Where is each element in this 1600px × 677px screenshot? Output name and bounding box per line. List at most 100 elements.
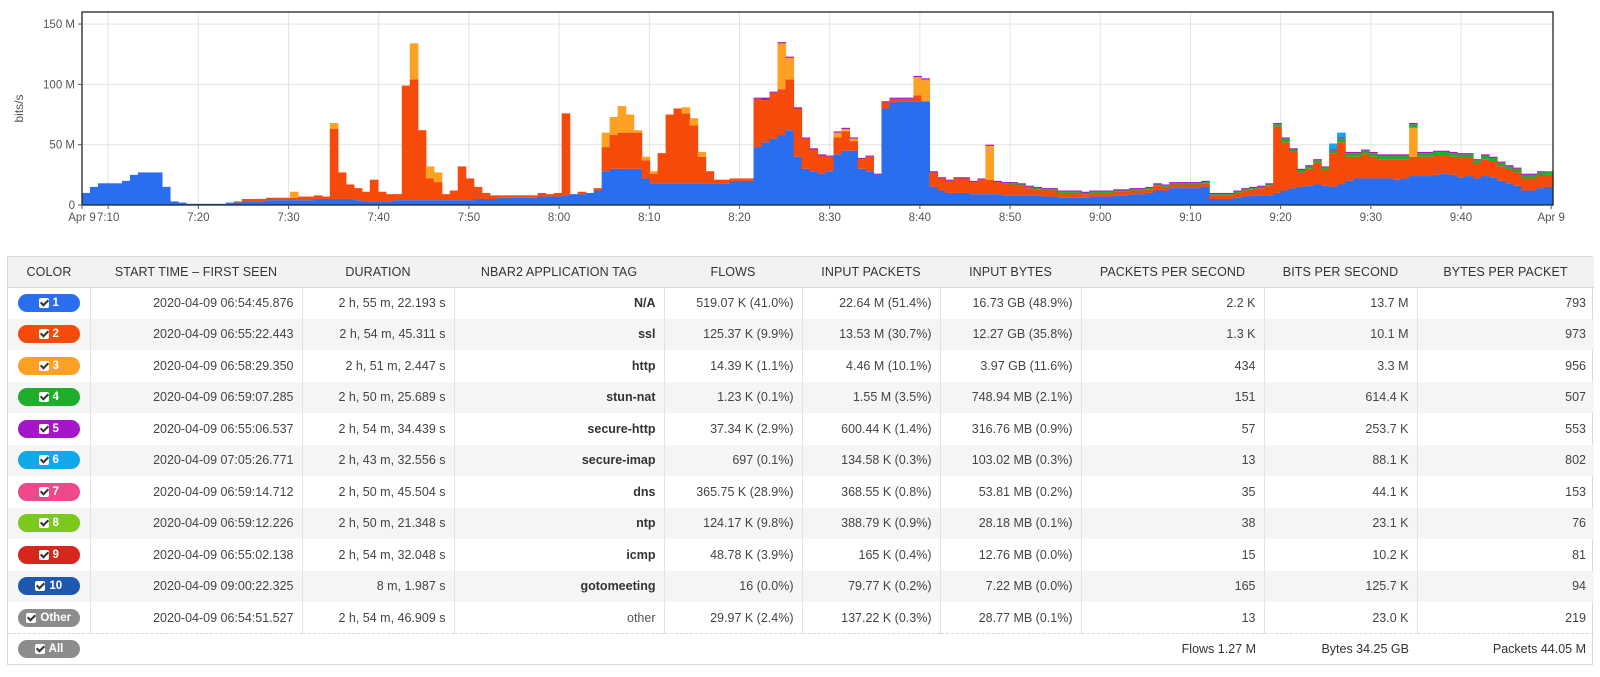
bar-segment-series-1 (1457, 177, 1466, 205)
bar-segment-series-5 (1217, 192, 1226, 195)
bar-segment-series-1 (321, 198, 331, 205)
series-toggle[interactable]: 9 (17, 545, 80, 564)
bar-segment-series-1 (857, 168, 867, 205)
bar-segment-series-1 (777, 135, 787, 205)
bar-segment-series-1 (297, 200, 307, 205)
application-tag-cell[interactable]: dns (454, 476, 665, 508)
bar-segment-series-4 (1353, 153, 1362, 157)
bar-segment-series-2 (761, 100, 771, 143)
col-header-input-bytes[interactable]: INPUT BYTES (940, 257, 1081, 288)
bar-segment-series-4 (1337, 138, 1346, 143)
bar-segment-series-2 (833, 137, 843, 155)
bar-segment-series-1 (865, 171, 875, 205)
bar-segment-series-2 (473, 186, 483, 199)
all-series-toggle[interactable]: All (18, 639, 80, 658)
series-toggle[interactable]: 7 (17, 482, 80, 501)
bar-segment-series-2 (1305, 168, 1314, 186)
series-toggle[interactable]: 8 (17, 514, 80, 533)
application-tag-cell[interactable]: secure-imap (454, 444, 665, 476)
table-row: 2 2020-04-09 06:55:22.443 2 h, 54 m, 45.31… (8, 318, 1594, 350)
bar-segment-series-2 (545, 194, 555, 197)
application-tag-cell[interactable]: ntp (454, 507, 665, 539)
x-tick-label: 9:30 (1360, 212, 1382, 224)
bar-segment-series-4 (1401, 155, 1410, 160)
bar-segment-series-1 (689, 183, 699, 205)
color-cell: 9 (8, 539, 91, 571)
col-header-color[interactable]: COLOR (8, 257, 90, 288)
col-header-packets-per-second[interactable]: PACKETS PER SECOND (1081, 257, 1264, 288)
bar-segment-series-2 (1329, 153, 1338, 187)
series-toggle[interactable]: 2 (17, 325, 80, 344)
bar-segment-series-1 (1185, 188, 1194, 205)
bar-segment-series-5 (1233, 190, 1242, 192)
bar-segment-series-2 (281, 197, 291, 201)
bar-segment-series-1 (969, 194, 978, 205)
bar-segment-series-1 (873, 174, 883, 205)
bar-segment-series-2 (721, 179, 731, 184)
input-packets-cell: 79.77 K (0.2%) (802, 570, 941, 602)
series-toggle[interactable]: 3 (17, 356, 80, 375)
packets-per-second-cell: 1.3 K (1081, 318, 1265, 350)
bar-segment-series-5 (793, 107, 803, 109)
bar-segment-series-3 (433, 172, 443, 183)
series-toggle[interactable]: Other (17, 608, 80, 627)
bar-segment-series-5 (1073, 190, 1082, 192)
bar-segment-series-1 (249, 201, 259, 205)
bits-per-second-cell: 44.1 K (1264, 476, 1418, 508)
bar-segment-series-5 (1113, 189, 1122, 191)
bar-segment-series-5 (1361, 149, 1370, 151)
bar-segment-series-3 (617, 106, 627, 133)
col-header-input-packets[interactable]: INPUT PACKETS (802, 257, 940, 288)
bytes-per-packet-cell: 553 (1565, 421, 1586, 436)
bar-segment-series-5 (769, 91, 779, 93)
application-tag-cell[interactable]: N/A (454, 287, 665, 319)
application-tag-cell[interactable]: stun-nat (454, 381, 665, 413)
col-header-duration[interactable]: DURATION (302, 257, 454, 288)
bar-segment-series-3 (833, 132, 843, 138)
series-toggle-label: Other (40, 611, 72, 624)
col-header-application-tag[interactable]: NBAR2 APPLICATION TAG (454, 257, 664, 288)
color-cell: 4 (8, 381, 91, 413)
y-axis-label: bits/s (12, 94, 26, 122)
bar-segment-series-5 (1177, 182, 1186, 184)
bar-segment-series-2 (273, 197, 283, 201)
bar-segment-series-1 (1401, 178, 1410, 205)
start-time-cell: 2020-04-09 06:59:14.712 (90, 476, 303, 508)
table-row: 10 2020-04-09 09:00:22.325 8 m, 1.987 s got… (8, 570, 1594, 602)
bar-segment-series-4 (1409, 124, 1418, 128)
bar-segment-series-4 (1217, 194, 1226, 196)
y-tick-label: 150 M (43, 19, 75, 31)
series-toggle[interactable]: 4 (17, 388, 80, 407)
series-toggle[interactable]: 1 (17, 294, 80, 312)
application-tag-cell[interactable]: secure-http (454, 413, 665, 445)
bar-segment-series-5 (1001, 182, 1010, 184)
bar-segment-series-1 (257, 201, 267, 205)
bar-segment-series-1 (1241, 196, 1250, 205)
bar-segment-series-5 (1241, 188, 1250, 190)
application-tag-cell[interactable]: gotomeeting (454, 570, 665, 602)
input-bytes-cell: 16.73 GB (48.9%) (940, 287, 1082, 319)
series-toggle[interactable]: 6 (17, 451, 80, 470)
series-toggle[interactable]: 10 (17, 577, 80, 596)
col-header-bits-per-second[interactable]: BITS PER SECOND (1264, 257, 1417, 288)
bar-segment-series-1 (625, 168, 635, 205)
bar-segment-series-2 (673, 108, 683, 184)
col-header-start-time[interactable]: START TIME – FIRST SEEN (90, 257, 302, 288)
application-tag-cell[interactable]: other (454, 602, 665, 634)
bytes-per-packet-cell: 802 (1417, 444, 1594, 476)
bar-segment-series-2 (1129, 190, 1138, 195)
bar-segment-series-2 (881, 102, 891, 109)
application-tag-cell[interactable]: ssl (454, 318, 665, 350)
col-header-bytes-per-packet[interactable]: BYTES PER PACKET (1417, 257, 1594, 288)
col-header-flows[interactable]: FLOWS (664, 257, 802, 288)
bar-segment-series-2 (1289, 151, 1298, 189)
color-cell: 7 (8, 476, 91, 508)
bar-segment-series-5 (1049, 188, 1058, 190)
series-toggle[interactable]: 5 (17, 419, 80, 438)
application-tag-cell[interactable]: http (454, 350, 665, 382)
bar-segment-series-1 (1049, 196, 1058, 205)
application-tag-cell[interactable]: icmp (454, 539, 665, 571)
bar-segment-series-2 (1425, 156, 1434, 177)
bar-segment-series-1 (697, 183, 707, 205)
bar-segment-series-1 (1273, 192, 1282, 205)
